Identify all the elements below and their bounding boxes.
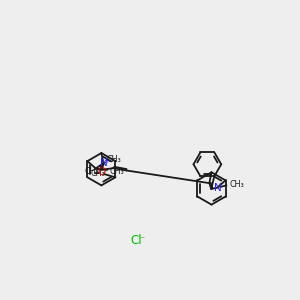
Text: CH₃: CH₃ — [90, 169, 105, 178]
Text: CH₃: CH₃ — [85, 167, 100, 176]
Text: ⁻: ⁻ — [139, 235, 144, 245]
Text: N: N — [100, 158, 107, 168]
Text: Cl: Cl — [131, 233, 142, 247]
Text: CH₃: CH₃ — [106, 155, 121, 164]
Text: CH₃: CH₃ — [109, 167, 124, 176]
Text: N: N — [214, 183, 222, 193]
Text: O: O — [98, 167, 106, 177]
Text: CH₃: CH₃ — [230, 180, 244, 189]
Text: +: + — [103, 155, 110, 164]
